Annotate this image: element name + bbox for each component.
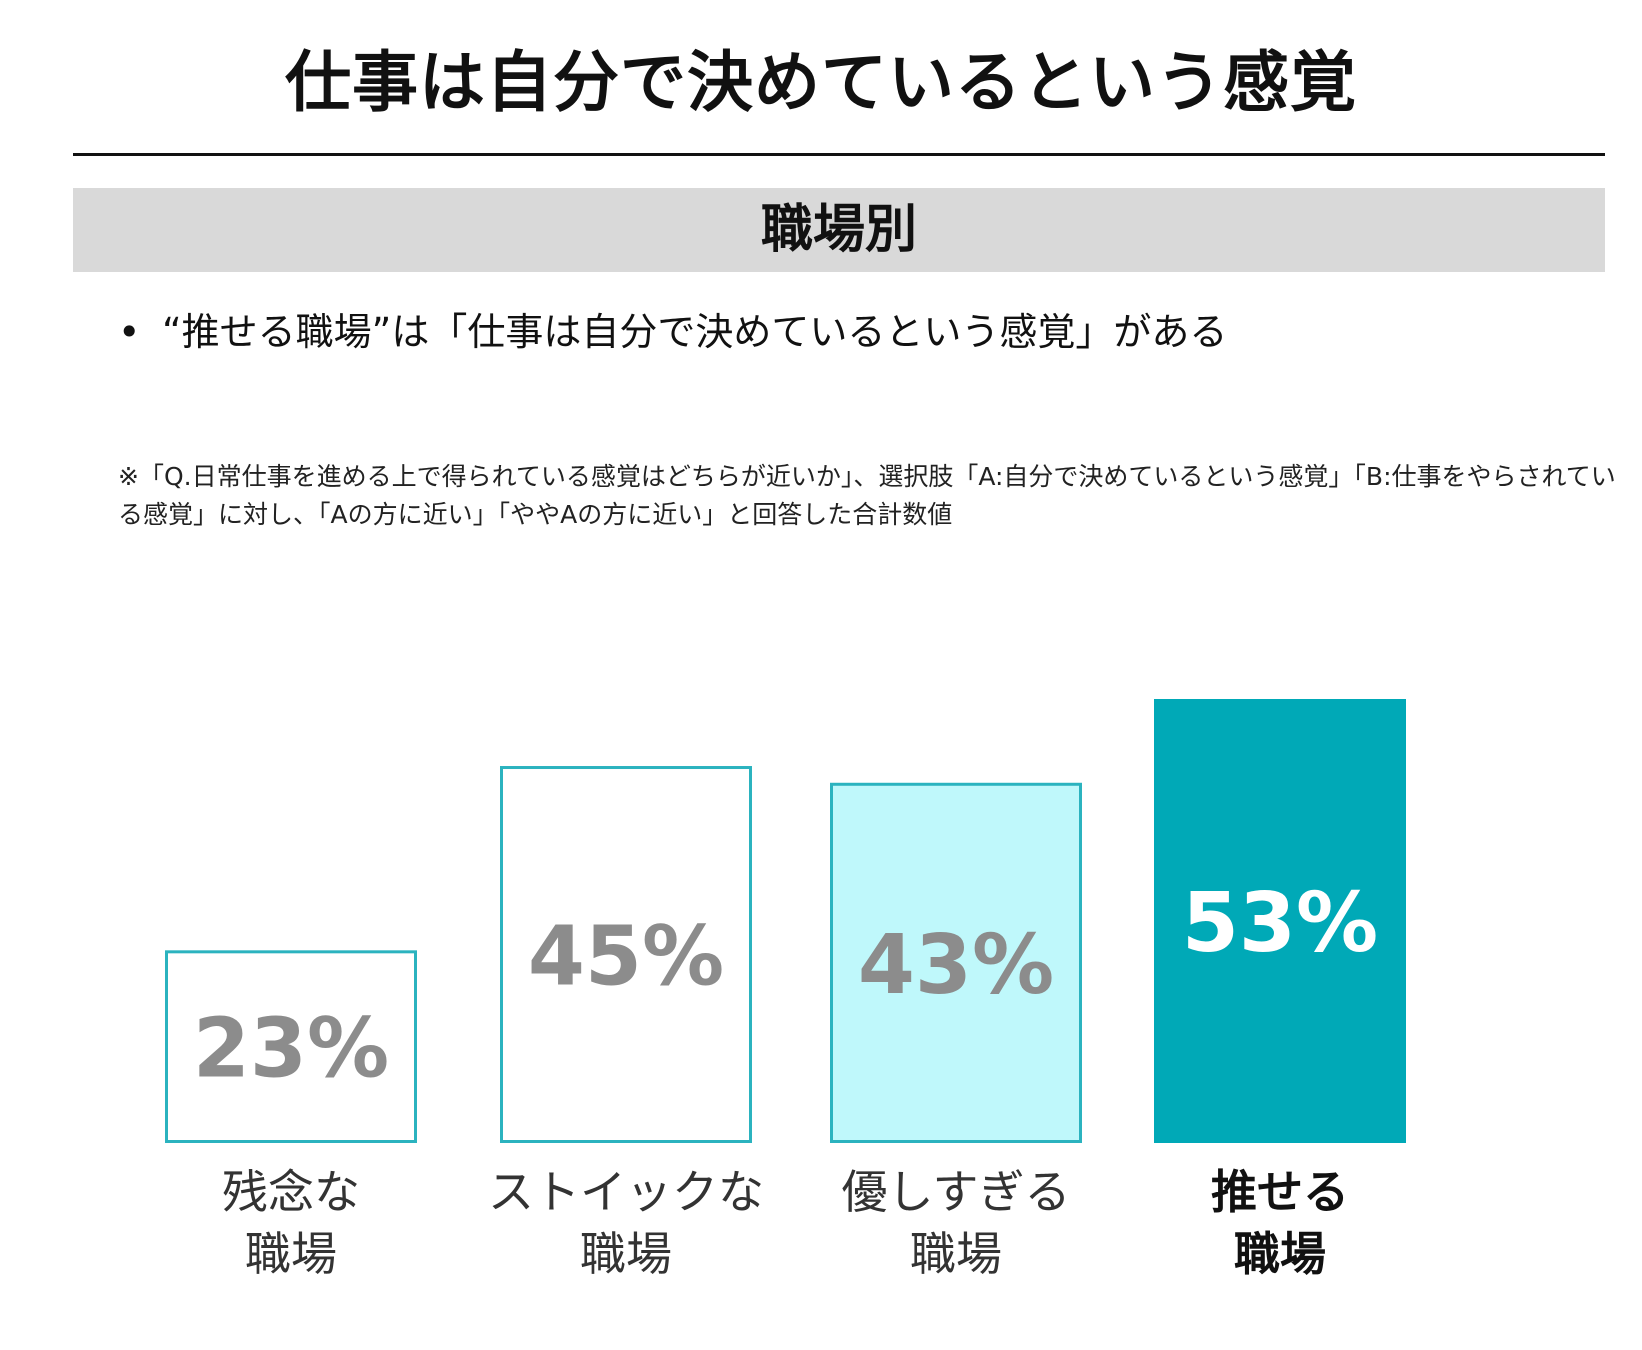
category-label: 職場 [580,1227,672,1281]
category-label: 職場 [910,1227,1002,1281]
bullet-point: • “推せる職場”は「仕事は自分で決めているという感覚」がある [118,306,1227,358]
category-label: 残念な [222,1165,360,1219]
category-label: 推せる [1211,1165,1349,1219]
bar [1154,699,1406,1143]
bar [165,950,417,1143]
section-header: 職場別 [73,188,1605,272]
category-label: ストイックな [488,1165,764,1219]
category-label: 職場 [245,1227,337,1281]
data-label: 53% [1182,876,1378,971]
footnote: ※「Q.日常仕事を進める上で得られている感覚はどちらが近いか」、選択肢「A:自分… [118,462,1616,529]
bar [500,766,752,1143]
section-title: 職場別 [760,200,917,260]
bar [830,782,1082,1143]
bullet-dot-icon: • [118,310,141,354]
category-label: 優しすぎる [841,1165,1070,1219]
data-label: 45% [528,910,724,1005]
title-divider [73,153,1605,156]
bullet-text: “推せる職場”は「仕事は自分で決めているという感覚」がある [162,310,1228,354]
page-title: 仕事は自分で決めているという感覚 [285,44,1357,121]
category-label: 職場 [1234,1227,1326,1281]
data-label: 23% [193,1002,389,1097]
data-label: 43% [858,918,1054,1013]
